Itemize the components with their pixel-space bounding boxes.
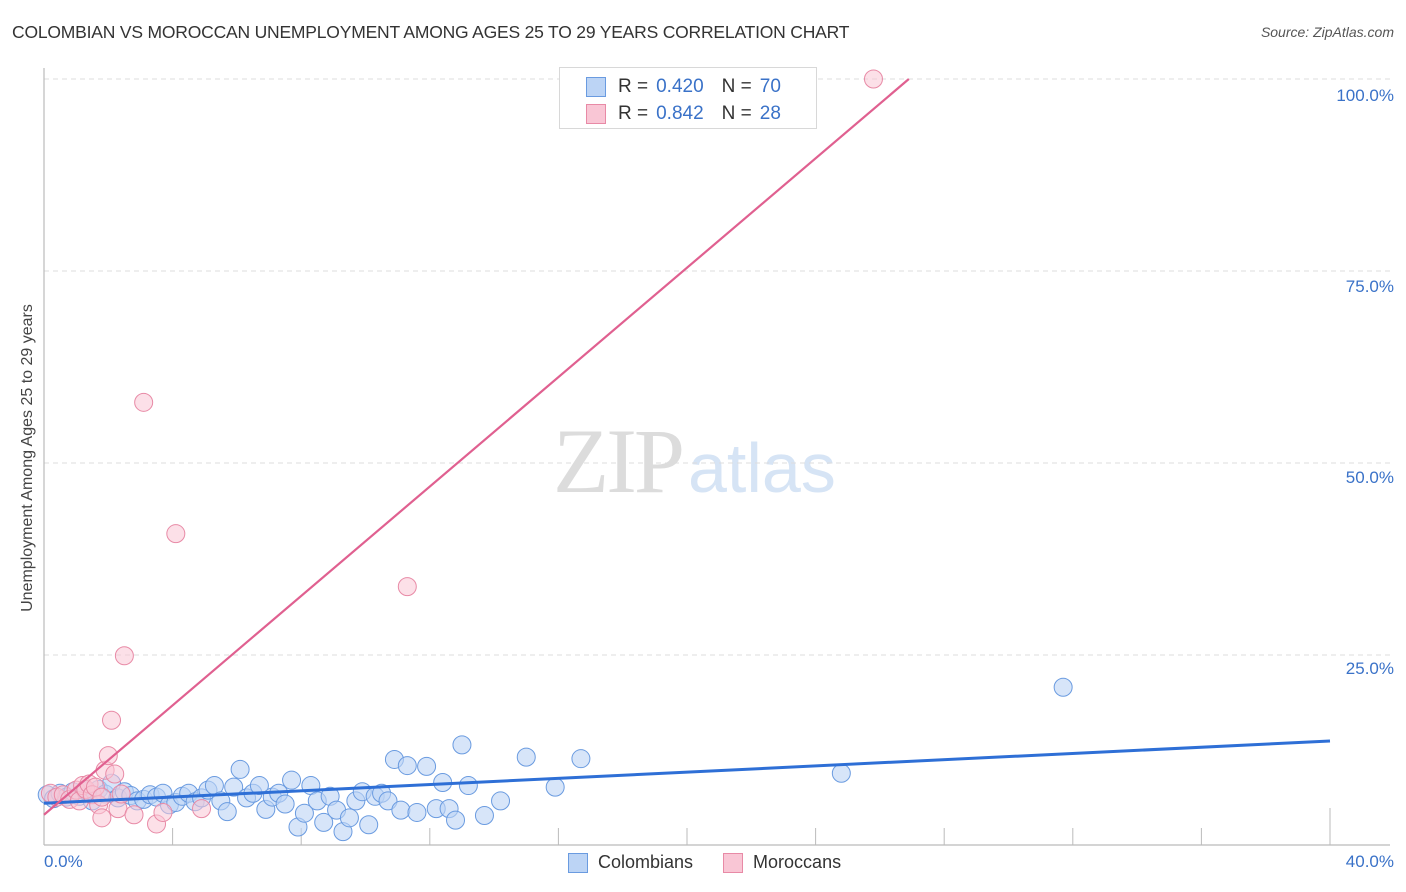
correlation-legend: R = 0.420 N = 70 R = 0.842 N = 28 (559, 67, 817, 129)
gridlines (44, 78, 1390, 656)
r-label: R = (618, 103, 649, 124)
moroccans-swatch (586, 104, 606, 124)
axes (43, 68, 1390, 846)
n-label: N = (721, 103, 752, 124)
y-tick-50: 50.0% (1345, 468, 1394, 487)
n-value: 28 (759, 103, 781, 124)
legend-item-moroccans[interactable]: Moroccans (723, 852, 841, 873)
source-label: Source: ZipAtlas.com (1260, 24, 1394, 40)
colombians-swatch (586, 77, 606, 97)
y-tick-25: 25.0% (1345, 659, 1394, 678)
watermark-zip: ZIP (553, 410, 685, 512)
x-tick-max: 40.0% (1345, 852, 1394, 871)
moroccans-swatch (723, 852, 744, 873)
r-value: 0.842 (656, 103, 704, 124)
legend-row-colombians: R = 0.420 N = 70 (586, 75, 781, 99)
moroccans-label: Moroccans (753, 852, 842, 872)
x-tick-min: 0.0% (44, 852, 83, 871)
r-value: 0.420 (656, 76, 704, 97)
trend-lines (43, 78, 1331, 816)
r-label: R = (618, 76, 649, 97)
y-axis-label: Unemployment Among Ages 25 to 29 years (19, 304, 36, 612)
y-tick-75: 75.0% (1345, 277, 1394, 296)
moroccans-points (40, 69, 883, 834)
series-legend: Colombians Moroccans (568, 852, 871, 873)
legend-row-moroccans: R = 0.842 N = 28 (586, 102, 781, 126)
watermark-atlas: atlas (688, 429, 836, 507)
colombians-swatch (568, 852, 588, 873)
chart-title: COLOMBIAN VS MOROCCAN UNEMPLOYMENT AMONG… (12, 22, 850, 42)
n-value: 70 (759, 76, 781, 97)
y-tick-100: 100.0% (1336, 86, 1394, 105)
colombians-label: Colombians (598, 852, 694, 872)
colombians-points (37, 677, 1073, 842)
legend-item-colombians[interactable]: Colombians (568, 852, 693, 873)
n-label: N = (721, 76, 752, 97)
watermark: ZIPatlas (553, 408, 836, 514)
